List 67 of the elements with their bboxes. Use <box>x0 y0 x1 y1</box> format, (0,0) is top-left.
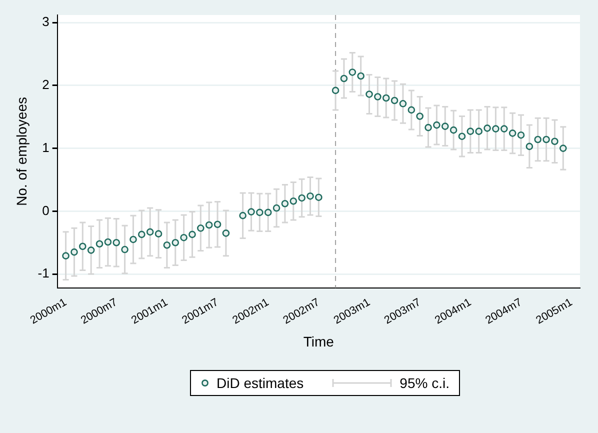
point <box>264 208 272 216</box>
point <box>366 90 373 98</box>
x-axis-title: Time <box>303 333 334 350</box>
point <box>290 197 298 205</box>
point <box>492 125 500 132</box>
point <box>146 228 154 236</box>
y-tick-label: -1 <box>38 266 50 281</box>
point <box>458 132 466 140</box>
point <box>96 240 104 248</box>
point <box>214 220 222 228</box>
point <box>272 204 280 212</box>
point <box>256 208 264 216</box>
point <box>382 94 390 102</box>
point <box>390 96 398 104</box>
point <box>248 208 255 216</box>
y-axis-title: No. of employees <box>13 96 30 206</box>
point <box>205 221 213 229</box>
point <box>163 241 171 249</box>
y-tick-label: 1 <box>42 140 50 155</box>
point <box>62 252 70 260</box>
point <box>104 238 112 246</box>
point <box>517 131 525 139</box>
y-tick-label: 3 <box>42 14 50 30</box>
point <box>138 230 146 238</box>
point <box>534 136 542 144</box>
point <box>416 112 424 120</box>
point <box>374 93 382 100</box>
point <box>112 238 120 246</box>
point <box>424 124 432 132</box>
point <box>340 74 348 82</box>
y-tick-label: 2 <box>42 77 50 92</box>
point <box>281 200 289 208</box>
point <box>551 138 558 146</box>
point <box>399 100 407 108</box>
point <box>298 194 306 202</box>
point <box>70 248 78 256</box>
point <box>484 124 491 132</box>
point <box>222 230 230 237</box>
point <box>357 72 364 80</box>
y-tick-label: 0 <box>42 202 50 218</box>
point <box>154 230 162 238</box>
point <box>188 230 196 238</box>
point <box>180 234 188 242</box>
text: 95% c.i. <box>400 375 450 391</box>
point <box>332 86 340 94</box>
point <box>526 142 534 150</box>
point <box>172 238 180 246</box>
point <box>508 130 516 137</box>
point <box>315 194 322 201</box>
point <box>466 128 474 135</box>
point <box>408 106 416 114</box>
point <box>348 68 356 76</box>
point <box>121 246 128 254</box>
point <box>450 126 458 134</box>
point <box>559 144 567 152</box>
point <box>542 136 550 144</box>
point <box>79 242 86 250</box>
point <box>87 246 95 254</box>
point <box>239 212 246 220</box>
point <box>130 236 137 244</box>
point <box>433 121 440 129</box>
point <box>306 192 314 200</box>
legend-label: DiD estimates <box>216 375 304 391</box>
point <box>197 224 204 232</box>
point <box>475 128 482 135</box>
point <box>500 125 508 132</box>
point <box>441 122 449 130</box>
